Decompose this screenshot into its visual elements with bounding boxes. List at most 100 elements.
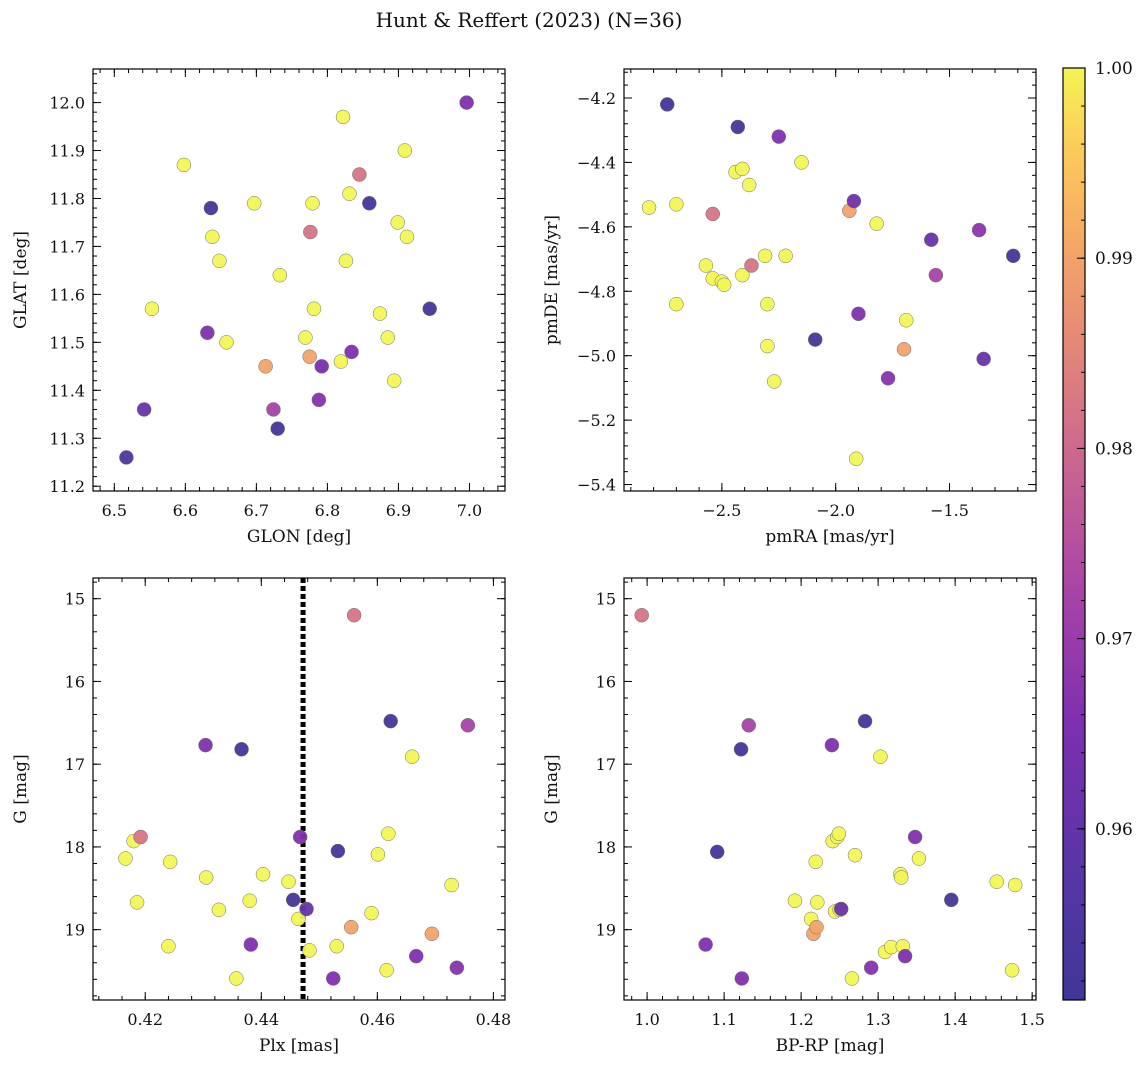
data-point xyxy=(794,155,809,170)
y-tick-label: 15 xyxy=(596,590,616,609)
y-tick-label: 11.6 xyxy=(49,285,85,304)
data-point xyxy=(869,216,884,231)
data-point xyxy=(778,248,793,264)
data-point xyxy=(669,296,684,312)
colorbar-tick-label: 0.96 xyxy=(1095,820,1133,840)
data-point xyxy=(760,338,775,354)
y-tick-label: 11.4 xyxy=(49,381,85,400)
data-point xyxy=(893,870,909,885)
data-point xyxy=(381,826,396,841)
data-point xyxy=(314,359,329,374)
data-point xyxy=(760,296,775,312)
x-axis-label: GLON [deg] xyxy=(247,527,351,547)
data-point xyxy=(306,301,322,317)
x-tick-label: 1.5 xyxy=(1019,1010,1044,1029)
data-point xyxy=(705,206,721,222)
data-point xyxy=(272,267,288,283)
y-tick-label: 18 xyxy=(596,838,616,857)
figure-title: Hunt & Reffert (2023) (N=36) xyxy=(376,8,683,32)
data-point xyxy=(733,742,749,757)
data-point xyxy=(379,962,394,978)
y-tick-label: 17 xyxy=(596,755,616,774)
data-point xyxy=(386,373,402,388)
data-point xyxy=(362,196,377,211)
y-tick-label: 19 xyxy=(596,921,616,940)
axes-frame xyxy=(623,577,1037,1001)
data-point xyxy=(335,109,351,125)
axes-frame xyxy=(92,577,506,1001)
data-point xyxy=(873,749,888,764)
data-point xyxy=(741,177,757,193)
x-axis-label: BP-RP [mag] xyxy=(776,1036,885,1056)
data-point xyxy=(408,948,424,964)
data-point xyxy=(824,737,840,753)
data-point xyxy=(897,948,913,964)
y-axis-label: G [mag] xyxy=(542,754,562,823)
data-point xyxy=(787,893,803,908)
data-point xyxy=(928,267,944,283)
data-point xyxy=(136,402,152,417)
data-point xyxy=(1005,248,1021,264)
data-point xyxy=(844,971,860,986)
data-point xyxy=(907,829,923,845)
x-tick-label: −2.0 xyxy=(816,501,855,520)
data-point xyxy=(344,344,359,360)
axes-frame xyxy=(92,68,506,492)
data-point xyxy=(219,335,234,350)
colorbar-tick-label: 0.98 xyxy=(1095,439,1133,459)
data-point xyxy=(698,258,714,273)
x-tick-label: 1.1 xyxy=(711,1010,736,1029)
colorbar: 0.96 0.97 0.98 0.99 1.00 xyxy=(1062,59,1133,1001)
data-point xyxy=(119,450,134,465)
data-point xyxy=(911,851,927,866)
data-point xyxy=(460,718,476,733)
data-point xyxy=(734,971,750,986)
x-tick-label: 0.48 xyxy=(476,1010,512,1029)
data-point xyxy=(757,248,773,264)
data-point xyxy=(422,301,437,317)
data-point xyxy=(459,95,474,110)
data-point xyxy=(205,229,220,245)
y-tick-label: 16 xyxy=(596,672,616,691)
data-point xyxy=(285,892,301,908)
y-tick-label: 15 xyxy=(65,590,85,609)
panel-top-right: −2.5 −2.0 −1.5 −5.4 −5.2 −5.0 −4.8 −4.6 −4.4 −4.2… xyxy=(542,68,1037,547)
data-point xyxy=(831,826,847,841)
x-tick-label: 1.0 xyxy=(634,1010,659,1029)
data-point xyxy=(449,960,465,975)
data-point xyxy=(989,874,1004,889)
data-point xyxy=(808,854,824,870)
y-tick-label: 11.5 xyxy=(49,333,85,352)
data-point xyxy=(880,371,896,386)
x-tick-label: 6.9 xyxy=(386,501,411,520)
colorbar-frame xyxy=(1062,67,1086,1001)
data-point xyxy=(370,847,386,862)
data-point xyxy=(176,157,192,173)
axes-frame xyxy=(623,68,1037,492)
data-point xyxy=(846,193,862,209)
scatter-points xyxy=(118,578,476,1000)
x-tick-label: 0.44 xyxy=(243,1010,279,1029)
data-point xyxy=(971,222,987,238)
data-point xyxy=(242,893,257,908)
data-point xyxy=(383,713,398,729)
y-tick-label: −5.2 xyxy=(577,411,616,430)
data-point xyxy=(730,119,746,135)
x-tick-label: 0.42 xyxy=(127,1010,163,1029)
data-point xyxy=(234,742,249,757)
data-point xyxy=(698,937,713,952)
y-axis-label: GLAT [deg] xyxy=(11,231,31,329)
y-tick-label: 11.2 xyxy=(49,477,85,496)
y-tick-label: −4.6 xyxy=(577,218,616,237)
y-tick-label: 17 xyxy=(65,755,85,774)
data-point xyxy=(924,232,939,247)
panel-bottom-left: 0.42 0.44 0.46 0.48 15 16 17 18 19 Plx [mas] G [ma… xyxy=(11,577,512,1056)
data-point xyxy=(338,253,354,269)
data-point xyxy=(305,196,320,211)
data-point xyxy=(809,919,824,935)
data-point xyxy=(346,607,362,623)
data-point xyxy=(342,186,357,201)
data-point xyxy=(144,301,160,317)
x-tick-label: −1.5 xyxy=(930,501,969,520)
